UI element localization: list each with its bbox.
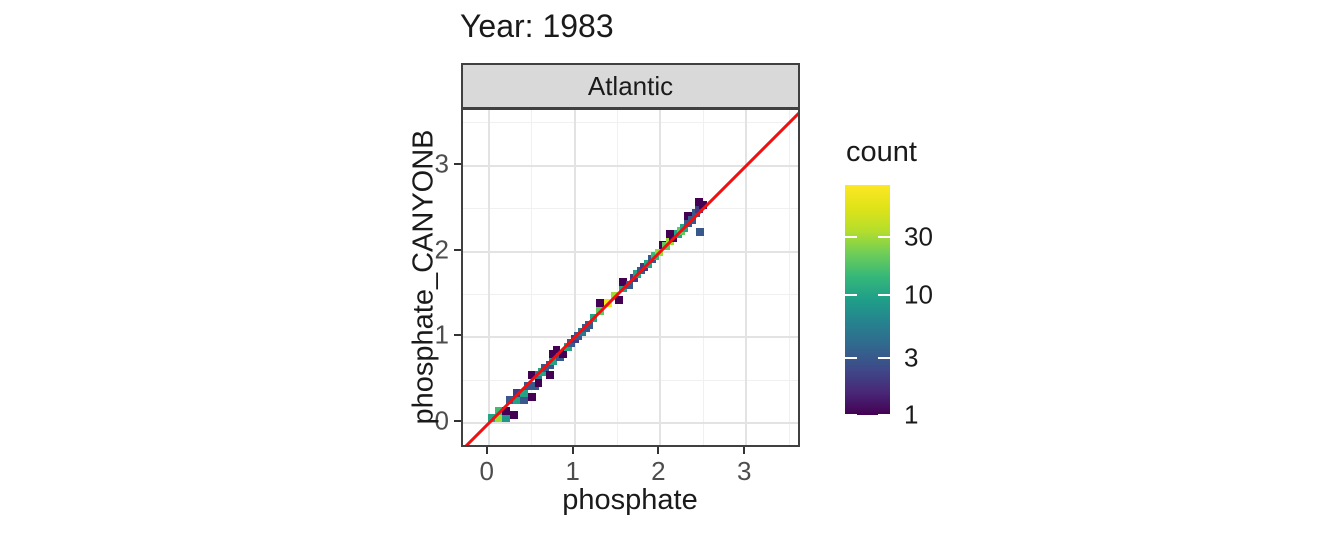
bin2d-tile [534,378,543,387]
bin2d-tile [527,371,536,380]
legend-tick-label: 1 [904,399,919,430]
legend-tick-mark [878,236,890,239]
bin2d-tile [683,212,692,221]
bin2d-tile [695,197,703,206]
bin2d-tile [501,407,510,416]
grid-line-y-major [463,422,798,425]
bin2d-tile [549,349,558,358]
bin2d-tile [509,410,518,419]
bin2d-tile [695,227,704,236]
x-tick-label: 3 [736,456,752,486]
identity-line [464,111,798,445]
bin2d-tile [559,349,568,358]
legend-tick-label: 10 [904,279,933,310]
panel-plot-area [463,110,798,445]
bin2d-tile [578,328,587,337]
bin2d-tile [495,414,503,423]
bin2d-tile [665,230,674,239]
x-tick-mark [485,447,488,454]
bin2d-tile [545,371,554,380]
legend-tick-mark [878,293,890,296]
x-tick-label: 1 [565,456,580,486]
panel [461,108,800,447]
legend-tick-mark [878,356,890,359]
grid-line-x-minor [702,110,704,445]
bin2d-tile [625,281,634,290]
grid-line-x-major [573,110,576,445]
grid-line-x-major [745,110,748,445]
grid-line-x-major [659,110,662,445]
grid-line-y-minor [463,294,798,296]
legend-tick-mark [845,414,857,416]
grid-line-y-minor [463,208,798,210]
legend-tick-mark [845,356,857,359]
bin2d-tile [501,414,510,423]
bin2d-tile [699,201,708,210]
grid-line-y-major [463,250,798,253]
bin2d-tile [513,396,521,405]
bin2d-tile [519,389,528,398]
legend-tick-mark [845,293,857,296]
x-tick-mark [571,447,574,454]
bin2d-tile [615,295,624,304]
bin2d-tile [618,277,627,286]
grid-line-x-minor [788,110,790,445]
legend-tick-label: 3 [904,342,919,373]
grid-line-y-minor [463,122,798,124]
grid-line-x-minor [616,110,618,445]
bin2d-tile [519,396,528,405]
y-tick-label: 2 [434,234,449,265]
y-tick-label: 0 [434,405,449,436]
y-tick-mark [454,420,461,423]
grid-line-y-minor [463,379,798,381]
y-tick-label: 3 [434,148,449,179]
x-tick-label: 0 [479,456,494,486]
legend-tick-mark [878,414,890,416]
legend-title: count [846,136,917,168]
grid-line-y-major [463,336,798,339]
y-tick-mark [454,162,461,165]
grid-line-y-major [463,164,798,167]
facet-label: Atlantic [587,70,674,101]
bin2d-tile [527,392,536,401]
bin2d-tile [563,342,572,351]
grid-line-x-major [487,110,490,445]
y-tick-mark [454,334,461,337]
y-tick-label: 1 [434,319,449,350]
x-tick-label: 2 [651,456,666,486]
facet-strip: Atlantic [461,63,800,109]
x-tick-mark [657,447,660,454]
bin2d-tile [596,299,605,308]
plot-title: Year: 1983 [460,8,614,44]
y-axis-title: phosphate_CANYONB [407,129,440,425]
x-axis-title: phosphate [562,484,698,516]
grid-line-x-minor [531,110,533,445]
legend-tick-mark [845,236,857,239]
bin2d-tile [691,209,700,217]
legend-colorbar [845,185,890,415]
bin2d-tile [549,357,558,366]
x-tick-mark [743,447,746,454]
bin2d-tile [695,204,703,213]
y-tick-mark [454,248,461,251]
bin2d-tile [524,382,533,391]
legend-tick-label: 30 [904,221,933,252]
